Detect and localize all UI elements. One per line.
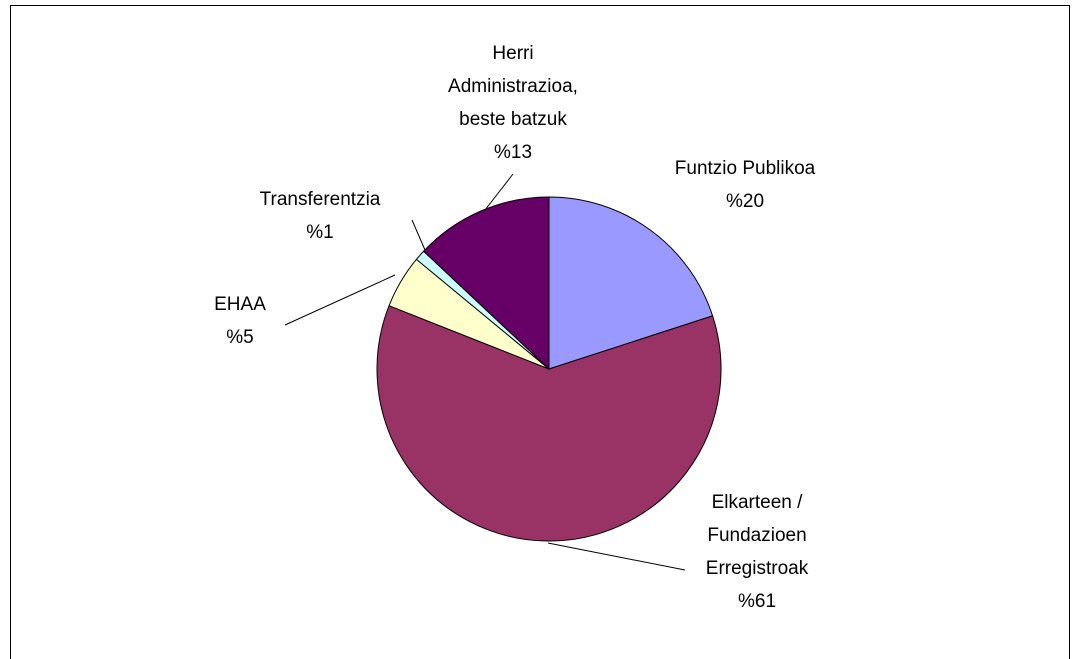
category-label: Funtzio Publikoa (674, 158, 816, 179)
slice-label: EHAA %5 (200, 288, 280, 354)
category-label: Elkarteen / Fundazioen Erregistroak (705, 492, 809, 579)
pie-slice (548, 196, 714, 370)
leader-line (284, 274, 396, 326)
pie-slice (376, 305, 722, 542)
leader-lines (284, 173, 686, 571)
category-label: Herri Administrazioa, beste batzuk (448, 43, 578, 130)
slice-label: Herri Administrazioa, beste batzuk %13 (426, 37, 601, 169)
value-label: %1 (306, 222, 334, 243)
value-label: %20 (725, 191, 765, 212)
leader-line (484, 173, 514, 211)
category-label: Transferentzia (259, 189, 381, 210)
leader-line (547, 542, 686, 571)
value-label: %5 (226, 327, 254, 348)
value-label: %61 (737, 591, 777, 612)
slice-label: Transferentzia %1 (230, 183, 410, 249)
slice-label: Elkarteen / Fundazioen Erregistroak %61 (687, 486, 827, 618)
chart-frame (10, 5, 1070, 659)
pie-slice (422, 196, 550, 371)
slice-label: Funtzio Publikoa %20 (635, 152, 855, 218)
value-label: %13 (493, 142, 533, 163)
leader-line (411, 219, 426, 251)
category-label: EHAA (214, 294, 266, 315)
